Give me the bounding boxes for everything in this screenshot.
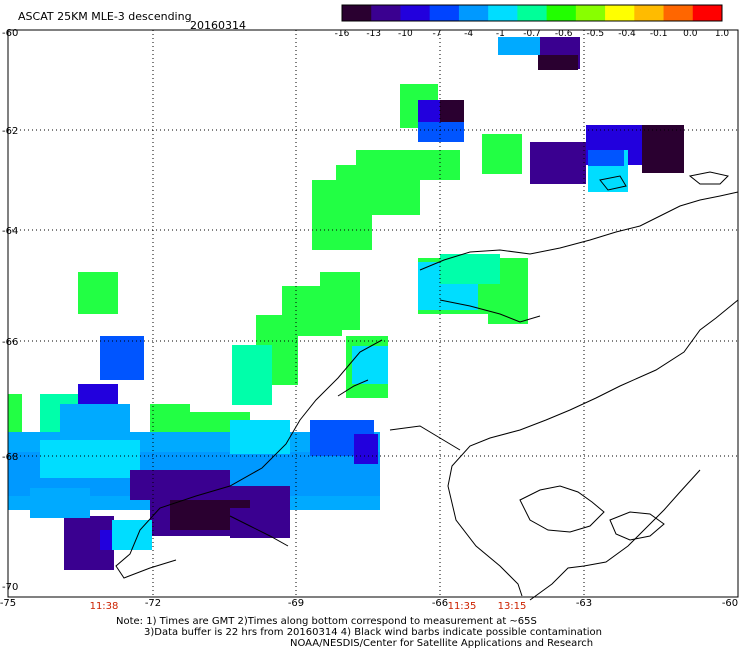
longitude-label: -66 bbox=[432, 598, 448, 609]
colorbar-tick-label: -0.7 bbox=[523, 29, 541, 39]
colorbar-tick-label: -10 bbox=[398, 29, 413, 39]
colorbar-swatch bbox=[517, 5, 548, 21]
colorbar: -16 -13 -10 -7 -4 -1 -0.7 -0.6 -0.5 -0.4 -0.1 0.0 1.… bbox=[335, 4, 730, 39]
coastline-segment bbox=[115, 339, 383, 579]
longitude-label: -63 bbox=[576, 598, 592, 609]
swath-cell bbox=[100, 336, 144, 380]
note-line-2: 3)Data buffer is 22 hrs from 20160314 4)… bbox=[144, 627, 602, 638]
swath-cell bbox=[230, 420, 290, 454]
colorbar-swatch bbox=[575, 5, 606, 21]
coastline-layer bbox=[115, 171, 739, 601]
time-label: 11:35 bbox=[448, 601, 477, 612]
map-frame bbox=[7, 29, 739, 598]
swath-cell bbox=[482, 134, 522, 174]
colorbar-tick-label: -13 bbox=[366, 29, 381, 39]
backscatter-swath-layer bbox=[8, 37, 684, 570]
longitude-label: -69 bbox=[288, 598, 304, 609]
colorbar-tick-label: -4 bbox=[464, 29, 473, 39]
latitude-label: -64 bbox=[2, 226, 18, 237]
colorbar-tick-label: -0.5 bbox=[587, 29, 605, 39]
swath-cell bbox=[440, 254, 500, 284]
colorbar-swatch bbox=[429, 5, 460, 21]
longitude-label: -72 bbox=[145, 598, 161, 609]
swath-cell bbox=[78, 384, 118, 406]
graticule-grid bbox=[8, 30, 738, 597]
swath-cell bbox=[538, 55, 578, 70]
coastline-segment bbox=[519, 485, 605, 533]
colorbar-tick-label: -1 bbox=[496, 29, 505, 39]
swath-cell bbox=[352, 346, 388, 384]
coastline-segment bbox=[688, 171, 729, 185]
swath-cell bbox=[312, 180, 372, 250]
swath-cell bbox=[30, 488, 90, 518]
colorbar-tick-label: -0.4 bbox=[618, 29, 636, 39]
swath-cell bbox=[78, 272, 118, 314]
swath-cell bbox=[40, 440, 140, 478]
latitude-label: -70 bbox=[2, 582, 18, 593]
colorbar-tick-label: 1.0 bbox=[715, 29, 730, 39]
colorbar-border bbox=[341, 4, 723, 22]
latitude-label: -66 bbox=[2, 337, 18, 348]
colorbar-swatch bbox=[371, 5, 401, 21]
colorbar-swatch bbox=[458, 5, 489, 21]
colorbar-swatch bbox=[663, 5, 694, 21]
swath-cell bbox=[530, 142, 586, 184]
chart-date: 20160314 bbox=[190, 19, 246, 32]
coastline-segment bbox=[609, 511, 665, 541]
latitude-label: -68 bbox=[2, 452, 18, 463]
time-label: 11:38 bbox=[90, 601, 119, 612]
swath-cell bbox=[488, 294, 528, 324]
longitude-label: -60 bbox=[722, 598, 738, 609]
swath-cell bbox=[498, 37, 540, 55]
latitude-label: -62 bbox=[2, 126, 18, 137]
colorbar-swatch bbox=[634, 5, 665, 21]
axis-labels: -75 -72 -69 -66 -63 -60 -60 -62 -64 -66 -68 -70 11:3… bbox=[0, 28, 738, 612]
colorbar-swatch bbox=[488, 5, 518, 21]
coastline-segment bbox=[447, 299, 739, 597]
coastline-segment bbox=[229, 515, 289, 547]
coastline-segment bbox=[439, 299, 541, 323]
swath-cell bbox=[232, 345, 272, 405]
colorbar-tick-label: -16 bbox=[335, 29, 350, 39]
swath-cell bbox=[588, 150, 624, 166]
note-line-3: NOAA/NESDIS/Center for Satellite Applica… bbox=[290, 638, 594, 649]
swath-cell bbox=[112, 520, 152, 550]
colorbar-tick-label: -0.1 bbox=[650, 29, 668, 39]
coastline-segment bbox=[419, 191, 739, 271]
colorbar-swatch bbox=[342, 5, 372, 21]
colorbar-tick-label: -0.6 bbox=[555, 29, 573, 39]
swath-cell bbox=[642, 125, 684, 173]
colorbar-swatch bbox=[400, 5, 431, 21]
coastline-segment bbox=[389, 425, 461, 451]
colorbar-swatch bbox=[605, 5, 635, 21]
chart-title: ASCAT 25KM MLE-3 descending bbox=[18, 10, 192, 23]
longitude-label: -75 bbox=[0, 598, 16, 609]
colorbar-tick-label: 0.0 bbox=[683, 29, 698, 39]
time-label: 13:15 bbox=[498, 601, 527, 612]
coastline-segment bbox=[337, 379, 369, 397]
colorbar-swatch bbox=[692, 5, 723, 21]
swath-cell bbox=[8, 394, 22, 434]
coastline-segment bbox=[529, 469, 701, 601]
coastline-segment bbox=[599, 175, 627, 191]
swath-cell bbox=[418, 122, 464, 142]
colorbar-tick-label: -7 bbox=[433, 29, 442, 39]
swath-cell bbox=[230, 508, 290, 538]
swath-cell bbox=[354, 434, 378, 464]
latitude-label: -60 bbox=[2, 28, 18, 39]
colorbar-swatch bbox=[546, 5, 577, 21]
note-line-1: Note: 1) Times are GMT 2)Times along bot… bbox=[116, 616, 537, 627]
